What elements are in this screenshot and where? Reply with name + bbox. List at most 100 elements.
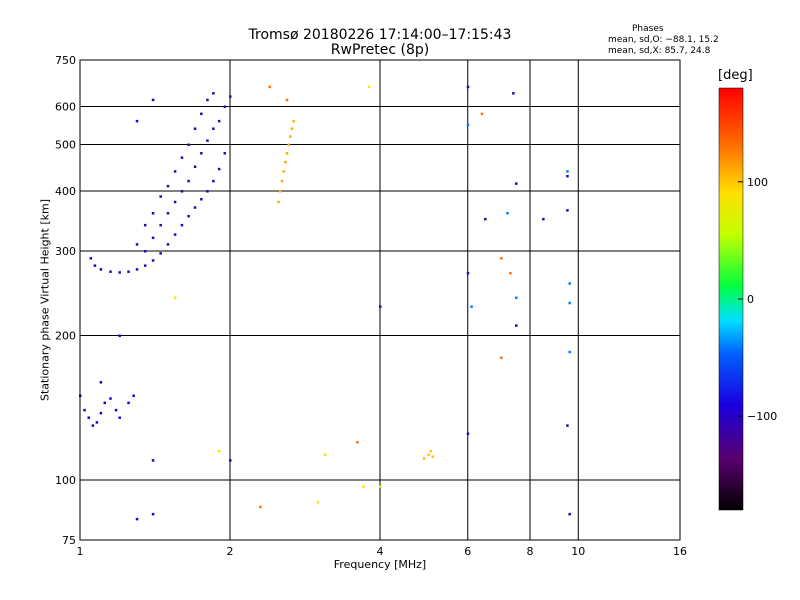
echo-point xyxy=(466,432,470,436)
y-tick-label: 200 xyxy=(55,330,76,343)
echo-point xyxy=(143,250,147,253)
echo-point xyxy=(470,305,473,308)
x-tick-label: 4 xyxy=(377,545,384,558)
echo-point xyxy=(212,179,215,183)
echo-point xyxy=(367,85,371,89)
echo-point xyxy=(173,296,177,300)
echo-point xyxy=(206,139,209,142)
x-tick-label: 16 xyxy=(673,545,687,558)
echo-point xyxy=(212,92,215,95)
echo-point xyxy=(143,223,147,227)
x-axis-label: Frequency [MHz] xyxy=(333,558,427,571)
echo-point xyxy=(159,223,162,227)
echo-point xyxy=(217,167,221,171)
echo-point xyxy=(422,457,426,460)
echo-point xyxy=(200,198,203,201)
echo-point xyxy=(127,270,130,273)
echo-point xyxy=(285,98,289,102)
echo-point xyxy=(114,408,118,412)
echo-point xyxy=(568,512,571,516)
echo-point xyxy=(323,453,327,457)
stats-x-line: mean, sd,X: 85.7, 24.8 xyxy=(608,46,711,56)
echo-point xyxy=(193,206,197,209)
echo-point xyxy=(180,190,184,193)
echo-point xyxy=(103,401,107,405)
echo-point xyxy=(166,243,170,246)
echo-point xyxy=(99,268,103,271)
echo-point xyxy=(280,179,284,183)
echo-point xyxy=(151,459,155,462)
echo-point xyxy=(292,119,295,123)
echo-point xyxy=(200,152,203,155)
echo-point xyxy=(568,282,571,285)
echo-point xyxy=(515,324,518,327)
echo-point xyxy=(217,449,221,453)
echo-point xyxy=(515,296,518,300)
echo-point xyxy=(223,152,227,155)
echo-point xyxy=(379,485,382,488)
echo-point xyxy=(99,411,103,415)
echo-point xyxy=(542,217,545,221)
echo-point xyxy=(229,459,232,462)
y-tick-label: 600 xyxy=(55,101,76,114)
echo-point xyxy=(206,98,209,102)
x-tick-label: 6 xyxy=(464,545,471,558)
y-tick-label: 400 xyxy=(55,185,76,198)
echo-point xyxy=(356,441,359,444)
echo-point xyxy=(200,112,203,116)
echo-point xyxy=(118,334,121,338)
echo-point xyxy=(132,394,135,398)
stats-o-line: mean, sd,O: −88.1, 15.2 xyxy=(608,35,719,45)
echo-point xyxy=(509,271,512,275)
echo-point xyxy=(187,179,190,183)
echo-point xyxy=(166,212,170,215)
echo-point xyxy=(515,182,518,185)
echo-point xyxy=(484,217,487,221)
y-tick-label: 300 xyxy=(55,245,76,258)
echo-point xyxy=(379,305,382,308)
echo-point xyxy=(466,123,470,127)
echo-point xyxy=(159,195,162,198)
echo-point xyxy=(566,209,569,212)
echo-point xyxy=(173,170,177,173)
echo-point xyxy=(109,270,112,273)
echo-point xyxy=(135,517,139,521)
x-tick-label: 1 xyxy=(77,545,84,558)
plot-grid xyxy=(79,59,681,541)
echo-point xyxy=(118,416,121,419)
echo-point xyxy=(284,160,287,164)
echo-point xyxy=(566,424,569,427)
echo-point xyxy=(206,190,209,193)
echo-point xyxy=(173,200,177,204)
echo-point xyxy=(173,233,177,236)
echo-point xyxy=(151,512,155,516)
colorbar-tick-label: 100 xyxy=(747,176,768,189)
chart-title: Tromsø 20180226 17:14:00–17:15:43 xyxy=(248,27,512,43)
x-tick-label: 10 xyxy=(571,545,585,558)
echo-point xyxy=(480,112,484,116)
echo-point xyxy=(109,397,112,400)
echo-point xyxy=(290,127,294,130)
echo-point xyxy=(566,174,569,178)
chart-subtitle: RwPretec (8p) xyxy=(330,42,430,58)
colorbar-tick-labels: 100 0 −100 xyxy=(738,176,777,423)
echo-point xyxy=(285,152,289,155)
echo-point xyxy=(212,127,215,130)
colorbar-tick-label: 0 xyxy=(747,293,754,306)
echo-point xyxy=(127,401,130,405)
y-tick-label: 100 xyxy=(55,474,76,487)
echo-point xyxy=(135,268,139,271)
echo-point xyxy=(259,505,262,509)
colorbar-unit-label: [deg] xyxy=(718,68,753,83)
echo-point xyxy=(151,259,155,262)
stats-heading: Phases xyxy=(632,24,664,34)
echo-point xyxy=(187,214,190,218)
echo-point xyxy=(229,95,232,98)
echo-point xyxy=(99,381,103,384)
echo-point xyxy=(95,421,99,424)
echo-point xyxy=(566,170,569,173)
echo-point xyxy=(466,271,470,275)
x-tick-label: 8 xyxy=(527,545,534,558)
echo-point xyxy=(166,184,170,188)
